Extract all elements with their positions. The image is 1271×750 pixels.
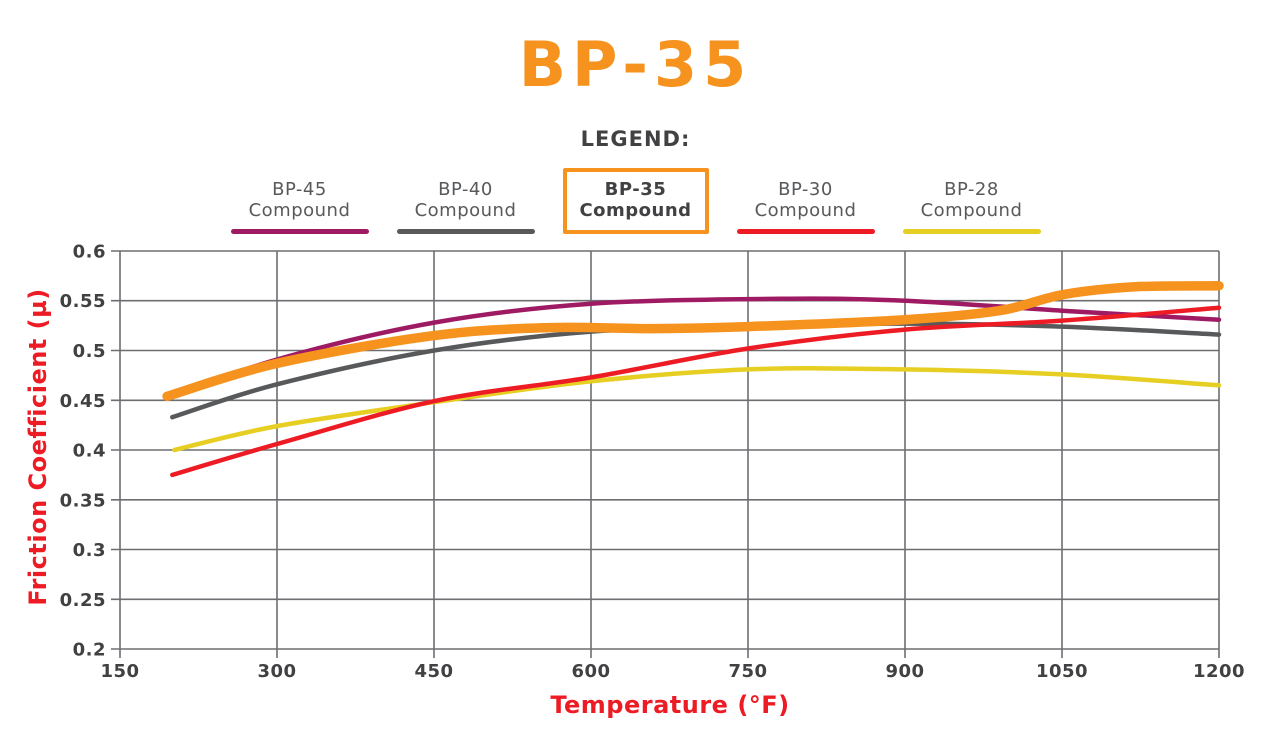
legend-item-subname: Compound <box>248 200 351 221</box>
y-tick-label: 0.3 <box>73 540 106 561</box>
legend-item-name: BP-35 <box>604 179 667 200</box>
page-title: BP-35 <box>518 28 753 101</box>
y-tick-label: 0.45 <box>60 391 106 412</box>
legend-item-subname: Compound <box>754 200 857 221</box>
legend-item-bp-40: BP-40 Compound <box>396 179 535 234</box>
x-tick-label: 450 <box>414 661 453 682</box>
y-tick-label: 0.25 <box>60 590 106 611</box>
legend-item-label: BP-28 Compound <box>921 179 1023 221</box>
legend-item-name: BP-28 <box>944 179 999 200</box>
legend-item-bp-45: BP-45 Compound <box>230 179 369 234</box>
x-tick-label: 300 <box>257 661 296 682</box>
y-tick-label: 0.6 <box>73 242 106 263</box>
legend-color-swatch <box>396 229 535 234</box>
y-tick-label: 0.55 <box>60 291 106 312</box>
legend-item-label: BP-40 Compound <box>415 179 517 221</box>
series-line-bp-35 <box>162 281 1224 402</box>
legend-item-subname: Compound <box>414 200 517 221</box>
legend-item-name: BP-40 <box>438 179 493 200</box>
legend-item-label: BP-45 Compound <box>249 179 351 221</box>
x-tick-label: 750 <box>728 661 767 682</box>
legend-item-name: BP-30 <box>778 179 833 200</box>
x-tick-label: 1200 <box>1193 661 1245 682</box>
x-tick-label: 1050 <box>1036 661 1088 682</box>
legend-item-bp-35: BP-35 Compound <box>562 168 709 234</box>
x-tick-label: 900 <box>885 661 924 682</box>
legend-item-subname: Compound <box>920 200 1023 221</box>
y-tick-label: 0.4 <box>73 441 106 462</box>
x-tick-label: 600 <box>571 661 610 682</box>
legend-color-swatch <box>230 229 369 234</box>
legend-item-name: BP-45 <box>272 179 327 200</box>
series-line-bp-28 <box>172 366 1222 453</box>
legend-item-bp-30: BP-30 Compound <box>736 179 875 234</box>
x-axis-title: Temperature (°F) <box>550 691 790 719</box>
y-tick-label: 0.2 <box>73 640 106 661</box>
legend-heading: LEGEND: <box>580 127 691 151</box>
legend-item-label: BP-35 Compound <box>579 179 691 221</box>
legend-color-swatch <box>902 229 1041 234</box>
legend-item-subname: Compound <box>579 200 692 221</box>
y-tick-label: 0.5 <box>73 341 106 362</box>
series-line-bp-45 <box>164 296 1222 401</box>
series-line-bp-30 <box>170 305 1222 478</box>
legend-item-label: BP-30 Compound <box>755 179 857 221</box>
legend-item-bp-28: BP-28 Compound <box>902 179 1041 234</box>
legend-color-swatch <box>736 229 875 234</box>
y-tick-label: 0.35 <box>60 490 106 511</box>
legend: BP-45 Compound BP-40 Compound BP-35 Compound B… <box>0 168 1271 234</box>
x-tick-label: 150 <box>100 661 139 682</box>
